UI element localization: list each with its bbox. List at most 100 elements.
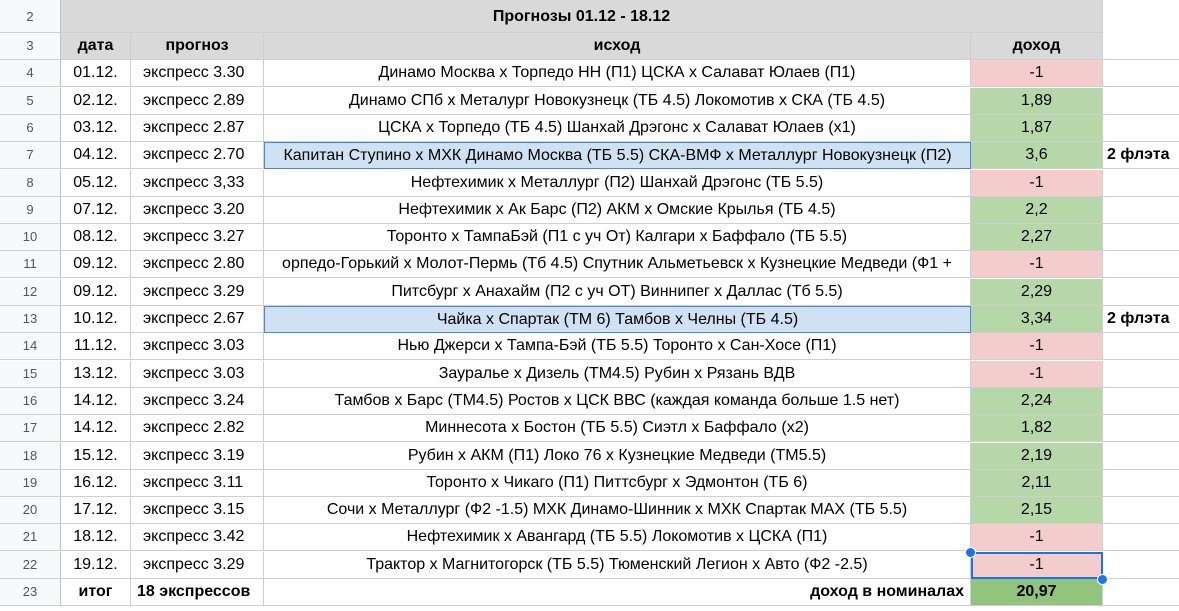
total-income-label[interactable]: доход в номиналах	[264, 579, 971, 606]
outcome-cell[interactable]: Трактор х Магнитогорск (ТБ 5.5) Тюменски…	[264, 551, 971, 579]
forecast-cell[interactable]: экспресс 2.89	[131, 87, 264, 115]
note-cell[interactable]	[1103, 88, 1179, 115]
column-header-date[interactable]: дата	[61, 33, 131, 60]
date-cell[interactable]: 15.12.	[61, 442, 131, 470]
forecast-cell[interactable]: экспресс 3.29	[131, 278, 264, 306]
outcome-cell[interactable]: Тамбов х Барс (ТМ4.5) Ростов х ЦСК ВВС (…	[264, 387, 971, 415]
forecast-cell[interactable]: экспресс 2.87	[131, 114, 264, 142]
outcome-cell[interactable]: Рубин х АКМ (П1) Локо 76 х Кузнецкие Мед…	[264, 442, 971, 470]
note-cell[interactable]	[1103, 524, 1179, 552]
income-cell[interactable]: 2,24	[971, 387, 1103, 415]
row-number[interactable]: 11	[0, 251, 61, 279]
row-number[interactable]: 21	[0, 524, 61, 552]
forecast-cell[interactable]: экспресс 3.24	[131, 387, 264, 415]
date-cell[interactable]: 04.12.	[61, 142, 131, 170]
row-number[interactable]: 18	[0, 442, 61, 470]
note-cell[interactable]	[1103, 197, 1179, 224]
table-title[interactable]: Прогнозы 01.12 - 18.12	[61, 0, 1103, 33]
date-cell[interactable]: 19.12.	[61, 551, 131, 579]
total-label-cell[interactable]: итог	[61, 579, 131, 606]
row-number[interactable]: 7	[0, 142, 61, 170]
empty-cell[interactable]	[1103, 33, 1179, 60]
income-cell[interactable]: -1	[971, 251, 1103, 279]
outcome-cell[interactable]: Нью Джерси х Тампа-Бэй (ТБ 5.5) Торонто …	[264, 333, 971, 361]
forecast-cell[interactable]: экспресс 2.82	[131, 415, 264, 443]
income-cell[interactable]: -1	[971, 333, 1103, 361]
outcome-cell[interactable]: орпедо-Горький х Молот-Пермь (Тб 4.5) Сп…	[264, 251, 971, 279]
forecast-cell[interactable]: экспресс 3.30	[131, 60, 264, 88]
date-cell[interactable]: 09.12.	[61, 251, 131, 279]
forecast-cell[interactable]: экспресс 3.03	[131, 360, 264, 388]
outcome-cell[interactable]: Нефтехимик х Ак Барс (П2) АКМ х Омские К…	[264, 196, 971, 224]
row-number[interactable]: 4	[0, 60, 61, 88]
forecast-cell[interactable]: экспресс 3.19	[131, 442, 264, 470]
note-cell[interactable]: 2 флэта	[1103, 142, 1179, 170]
outcome-cell[interactable]: Торонто х ТампаБэй (П1 с уч От) Калгари …	[264, 224, 971, 252]
income-cell[interactable]: 2,29	[971, 278, 1103, 306]
note-cell[interactable]	[1103, 170, 1179, 197]
date-cell[interactable]: 02.12.	[61, 87, 131, 115]
row-number[interactable]: 8	[0, 169, 61, 197]
income-cell[interactable]: 3,34	[971, 306, 1103, 333]
row-number[interactable]: 3	[0, 33, 61, 60]
total-count-cell[interactable]: 18 экспрессов	[131, 579, 264, 606]
income-cell[interactable]: -1	[971, 60, 1103, 88]
forecast-cell[interactable]: экспресс 3,33	[131, 169, 264, 197]
note-cell[interactable]	[1103, 497, 1179, 525]
income-cell[interactable]: 2,2	[971, 196, 1103, 224]
forecast-cell[interactable]: экспресс 3.03	[131, 333, 264, 361]
column-header-outcome[interactable]: исход	[264, 33, 971, 60]
forecast-cell[interactable]: экспресс 3.20	[131, 196, 264, 224]
note-cell[interactable]	[1103, 552, 1179, 579]
outcome-cell[interactable]: Нефтехимик х Металлург (П2) Шанхай Дрэго…	[264, 169, 971, 197]
income-cell[interactable]: 1,89	[971, 87, 1103, 115]
note-cell[interactable]: 2 флэта	[1103, 306, 1179, 333]
row-number[interactable]: 2	[0, 0, 61, 33]
date-cell[interactable]: 11.12.	[61, 333, 131, 361]
column-header-forecast[interactable]: прогноз	[131, 33, 264, 60]
note-cell[interactable]	[1103, 224, 1179, 252]
empty-cell[interactable]	[1103, 579, 1179, 606]
outcome-cell[interactable]: Капитан Ступино х МХК Динамо Москва (ТБ …	[264, 142, 971, 170]
outcome-cell[interactable]: Динамо Москва х Торпедо НН (П1) ЦСКА х С…	[264, 60, 971, 88]
outcome-cell[interactable]: Сочи х Металлург (Ф2 -1.5) МХК Динамо-Ши…	[264, 497, 971, 525]
date-cell[interactable]: 05.12.	[61, 169, 131, 197]
outcome-cell[interactable]: ЦСКА х Торпедо (ТБ 4.5) Шанхай Дрэгонс х…	[264, 114, 971, 142]
forecast-cell[interactable]: экспресс 2.80	[131, 251, 264, 279]
date-cell[interactable]: 16.12.	[61, 469, 131, 497]
note-cell[interactable]	[1103, 279, 1179, 306]
row-number[interactable]: 9	[0, 196, 61, 224]
note-cell[interactable]	[1103, 60, 1179, 88]
row-number[interactable]: 22	[0, 551, 61, 579]
outcome-cell[interactable]: Питсбург х Анахайм (П2 с уч ОТ) Виннипег…	[264, 278, 971, 306]
forecast-cell[interactable]: экспресс 2.70	[131, 142, 264, 170]
income-cell[interactable]: -1	[971, 360, 1103, 388]
row-number[interactable]: 15	[0, 360, 61, 388]
column-header-income[interactable]: доход	[971, 33, 1103, 60]
note-cell[interactable]	[1103, 251, 1179, 279]
date-cell[interactable]: 10.12.	[61, 306, 131, 333]
row-number[interactable]: 14	[0, 333, 61, 361]
row-number[interactable]: 17	[0, 415, 61, 443]
income-cell[interactable]: 2,19	[971, 442, 1103, 470]
row-number[interactable]: 12	[0, 278, 61, 306]
date-cell[interactable]: 01.12.	[61, 60, 131, 88]
row-number[interactable]: 10	[0, 224, 61, 252]
forecast-cell[interactable]: экспресс 3.15	[131, 497, 264, 525]
outcome-cell[interactable]: Зауралье х Дизель (ТМ4.5) Рубин х Рязань…	[264, 360, 971, 388]
note-cell[interactable]	[1103, 415, 1179, 443]
income-cell[interactable]: -1	[971, 524, 1103, 552]
row-number[interactable]: 13	[0, 306, 61, 333]
date-cell[interactable]: 14.12.	[61, 415, 131, 443]
outcome-cell[interactable]: Торонто х Чикаго (П1) Питтсбург х Эдмонт…	[264, 469, 971, 497]
row-number[interactable]: 6	[0, 114, 61, 142]
income-cell[interactable]: 3,6	[971, 142, 1103, 170]
forecast-cell[interactable]: экспресс 3.42	[131, 524, 264, 552]
income-cell[interactable]: 1,82	[971, 415, 1103, 443]
date-cell[interactable]: 14.12.	[61, 387, 131, 415]
note-cell[interactable]	[1103, 361, 1179, 388]
forecast-cell[interactable]: экспресс 3.11	[131, 469, 264, 497]
total-income-cell[interactable]: 20,97	[971, 579, 1103, 606]
note-cell[interactable]	[1103, 470, 1179, 497]
row-number[interactable]: 16	[0, 387, 61, 415]
